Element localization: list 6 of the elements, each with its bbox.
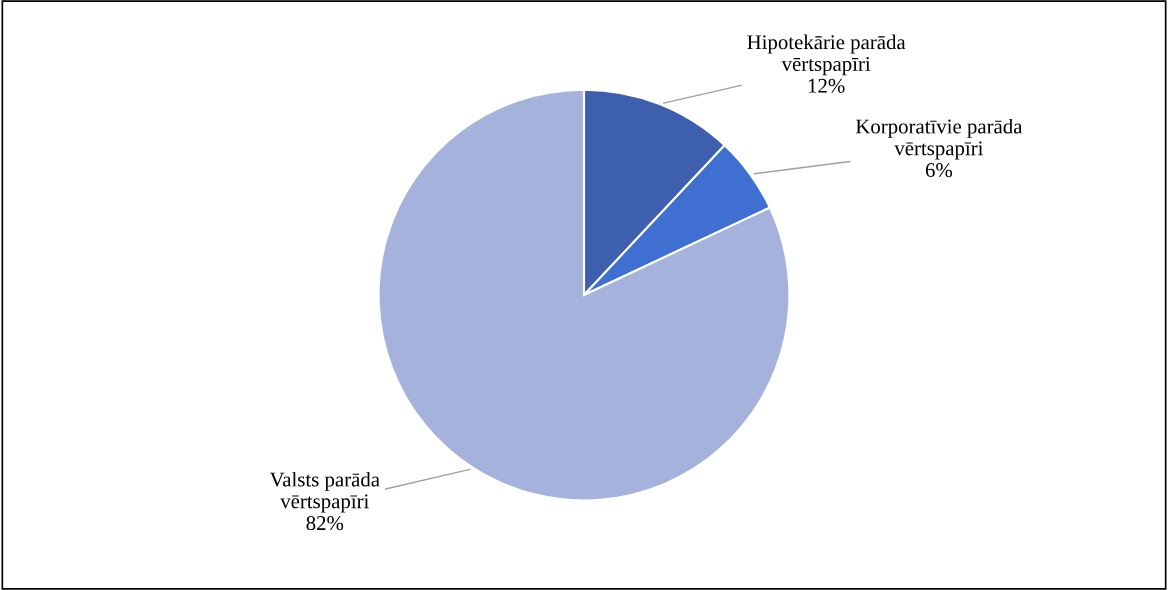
data-label: 6% xyxy=(925,163,953,178)
slice-label: Korporatīvie parāda vērtspapīri xyxy=(855,118,1023,160)
slice-label: Valsts parāda vērtspapīri xyxy=(269,471,380,513)
data-label: 82% xyxy=(306,516,344,531)
data-label: 12% xyxy=(808,78,845,93)
slice-label: Hipotekārie parāda vērtspapīri xyxy=(747,34,906,76)
